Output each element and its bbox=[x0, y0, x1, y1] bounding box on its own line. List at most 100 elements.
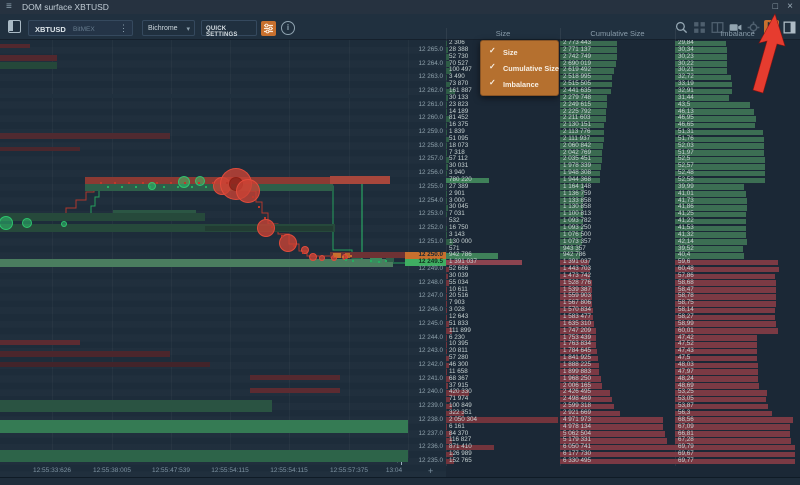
titlebar[interactable]: ≡ DOM surface XBTUSD □ × bbox=[0, 0, 800, 14]
cumulative-size-cell[interactable]: 1 968 250 bbox=[560, 375, 675, 383]
size-cell[interactable]: 28 388 bbox=[446, 46, 560, 54]
cumulative-size-cell[interactable]: 1 978 339 bbox=[560, 162, 675, 170]
cumulative-size-cell[interactable]: 2 279 748 bbox=[560, 94, 675, 102]
price-cell[interactable]: 12 235.0 bbox=[418, 456, 443, 464]
column-header-imbalance[interactable]: Imbalance bbox=[720, 29, 755, 38]
price-cell[interactable]: 12 237.0 bbox=[418, 429, 443, 437]
size-cell[interactable]: 70 527 bbox=[446, 60, 560, 68]
cumulative-size-cell[interactable]: 1 130 858 bbox=[560, 204, 675, 211]
cumulative-size-cell[interactable]: 1 443 703 bbox=[560, 265, 675, 273]
cumulative-size-cell[interactable]: 6 177 730 bbox=[560, 450, 688, 458]
size-cell[interactable]: 20 516 bbox=[446, 293, 560, 300]
cumulative-size-cell[interactable]: 6 050 741 bbox=[560, 443, 686, 451]
imbalance-cell[interactable]: 32,91 bbox=[675, 87, 800, 95]
search-button[interactable] bbox=[674, 20, 689, 35]
cumulative-size-cell[interactable]: 2 773 443 bbox=[560, 40, 675, 47]
size-cell[interactable]: 126 989 bbox=[446, 450, 560, 458]
cumulative-size-cell[interactable]: 1 763 834 bbox=[560, 341, 675, 348]
price-cell[interactable]: 12 242.0 bbox=[418, 360, 443, 368]
column-header-cumulative[interactable]: Cumulative Size bbox=[590, 29, 645, 38]
cumulative-size-cell[interactable]: 1 539 387 bbox=[560, 286, 675, 294]
size-cell[interactable]: 68 367 bbox=[446, 375, 560, 383]
price-cell[interactable]: 12 260.0 bbox=[418, 114, 443, 122]
symbol-selector[interactable]: XBTUSD BitMEX ⋮ bbox=[28, 20, 133, 36]
price-cell[interactable]: 12 247.0 bbox=[418, 292, 443, 300]
imbalance-cell[interactable]: 30,34 bbox=[675, 46, 800, 54]
size-cell[interactable]: 6 161 bbox=[446, 422, 465, 430]
imbalance-cell[interactable]: 66,81 bbox=[675, 430, 800, 438]
size-cell[interactable]: 1 391 037 bbox=[446, 258, 560, 266]
price-cell[interactable]: 12 246.0 bbox=[418, 306, 443, 314]
imbalance-cell[interactable]: 48,03 bbox=[675, 361, 800, 369]
price-cell[interactable]: 12 249.0 bbox=[418, 265, 443, 273]
cumulative-size-cell[interactable]: 2 441 635 bbox=[560, 87, 675, 95]
size-cell[interactable]: 52 730 bbox=[446, 53, 560, 61]
imbalance-cell[interactable]: 47,43 bbox=[675, 347, 800, 355]
price-cell[interactable]: 12 238.0 bbox=[418, 415, 443, 423]
imbalance-cell[interactable]: 59,6 bbox=[675, 258, 800, 266]
imbalance-cell[interactable]: 41,53 bbox=[675, 224, 800, 232]
imbalance-cell[interactable]: 60,01 bbox=[675, 327, 800, 335]
imbalance-cell[interactable]: 47,42 bbox=[675, 334, 800, 342]
size-cell[interactable]: 111 899 bbox=[446, 327, 560, 335]
dom-heatmap-chart[interactable]: → + 12:55:33:62612:55:38:00512:55:47:539… bbox=[0, 40, 446, 477]
cumulative-size-cell[interactable]: 2 742 749 bbox=[560, 53, 675, 61]
price-cell[interactable]: 12 264.0 bbox=[418, 59, 443, 67]
menu-item-size[interactable]: ✓ Size bbox=[481, 44, 558, 60]
cumulative-size-cell[interactable]: 1 888 225 bbox=[560, 361, 675, 369]
price-cell[interactable]: 12 251.0 bbox=[418, 237, 443, 245]
sliders-settings-button[interactable] bbox=[261, 21, 276, 36]
price-cell[interactable]: 12 240.0 bbox=[418, 388, 443, 396]
price-cell[interactable]: 12 259.0 bbox=[418, 128, 443, 136]
size-cell[interactable]: 37 915 bbox=[446, 382, 560, 390]
columns-layout-button[interactable] bbox=[710, 20, 725, 35]
cumulative-size-cell[interactable]: 5 179 331 bbox=[560, 436, 675, 444]
panel-toggle-icon[interactable] bbox=[8, 20, 21, 33]
cumulative-size-cell[interactable]: 1 784 645 bbox=[560, 347, 675, 355]
cumulative-size-cell[interactable]: 1 136 759 bbox=[560, 190, 675, 198]
cumulative-size-cell[interactable]: 1 635 310 bbox=[560, 320, 675, 328]
cumulative-size-cell[interactable]: 1 093 782 bbox=[560, 217, 675, 225]
size-cell[interactable]: 55 034 bbox=[446, 279, 560, 287]
size-cell[interactable]: 1 839 bbox=[446, 128, 465, 136]
imbalance-cell[interactable]: 53,25 bbox=[675, 388, 800, 396]
price-cell[interactable]: 12 255.0 bbox=[418, 182, 443, 190]
imbalance-cell[interactable]: 68,56 bbox=[675, 416, 800, 424]
cumulative-size-cell[interactable]: 1 164 148 bbox=[560, 183, 675, 191]
size-cell[interactable]: 322 351 bbox=[446, 409, 560, 417]
cumulative-size-cell[interactable]: 1 473 742 bbox=[560, 272, 675, 280]
cumulative-size-cell[interactable]: 1 073 357 bbox=[560, 238, 675, 246]
imbalance-cell[interactable]: 42,14 bbox=[675, 238, 800, 246]
price-cell[interactable]: 12 248.0 bbox=[418, 278, 443, 286]
cumulative-size-cell[interactable]: 2 060 842 bbox=[560, 142, 675, 150]
size-cell[interactable]: 100 497 bbox=[446, 66, 560, 74]
price-cell[interactable]: 12 252.0 bbox=[418, 223, 443, 231]
imbalance-cell[interactable]: 52,03 bbox=[675, 142, 800, 150]
size-cell[interactable]: 84 370 bbox=[446, 430, 560, 438]
imbalance-cell[interactable]: 41,22 bbox=[675, 217, 800, 225]
size-cell[interactable]: 2 306 bbox=[446, 40, 465, 47]
size-cell[interactable]: 27 389 bbox=[446, 183, 560, 191]
size-cell[interactable]: 3 940 bbox=[446, 169, 465, 177]
imbalance-cell[interactable]: 30,23 bbox=[675, 53, 800, 61]
menu-item-imbalance[interactable]: ✓ Imbalance bbox=[481, 76, 558, 92]
cumulative-size-cell[interactable]: 2 130 151 bbox=[560, 121, 675, 129]
cumulative-size-cell[interactable]: 1 567 806 bbox=[560, 299, 675, 307]
size-cell[interactable]: 12 643 bbox=[446, 313, 469, 321]
cumulative-size-cell[interactable]: 1 948 308 bbox=[560, 169, 675, 177]
size-cell[interactable]: 161 887 bbox=[446, 87, 560, 95]
imbalance-cell[interactable]: 41,25 bbox=[675, 210, 800, 218]
price-cell[interactable]: 12 263.0 bbox=[418, 73, 443, 81]
imbalance-cell[interactable]: 58,68 bbox=[675, 279, 800, 287]
imbalance-cell[interactable]: 46,95 bbox=[675, 114, 800, 122]
cumulative-size-cell[interactable]: 6 330 495 bbox=[560, 457, 691, 465]
cumulative-size-cell[interactable]: 1 100 813 bbox=[560, 210, 675, 218]
imbalance-cell[interactable]: 51,97 bbox=[675, 149, 800, 157]
cumulative-size-cell[interactable]: 1 076 500 bbox=[560, 231, 675, 239]
size-cell[interactable]: 16 375 bbox=[446, 121, 469, 129]
price-cell[interactable]: 12 245.0 bbox=[418, 319, 443, 327]
imbalance-cell[interactable]: 58,75 bbox=[675, 299, 800, 307]
size-cell[interactable]: 7 318 bbox=[446, 148, 465, 156]
size-cell[interactable]: 57 112 bbox=[446, 156, 560, 163]
cumulative-size-cell[interactable]: 1 747 209 bbox=[560, 327, 675, 335]
